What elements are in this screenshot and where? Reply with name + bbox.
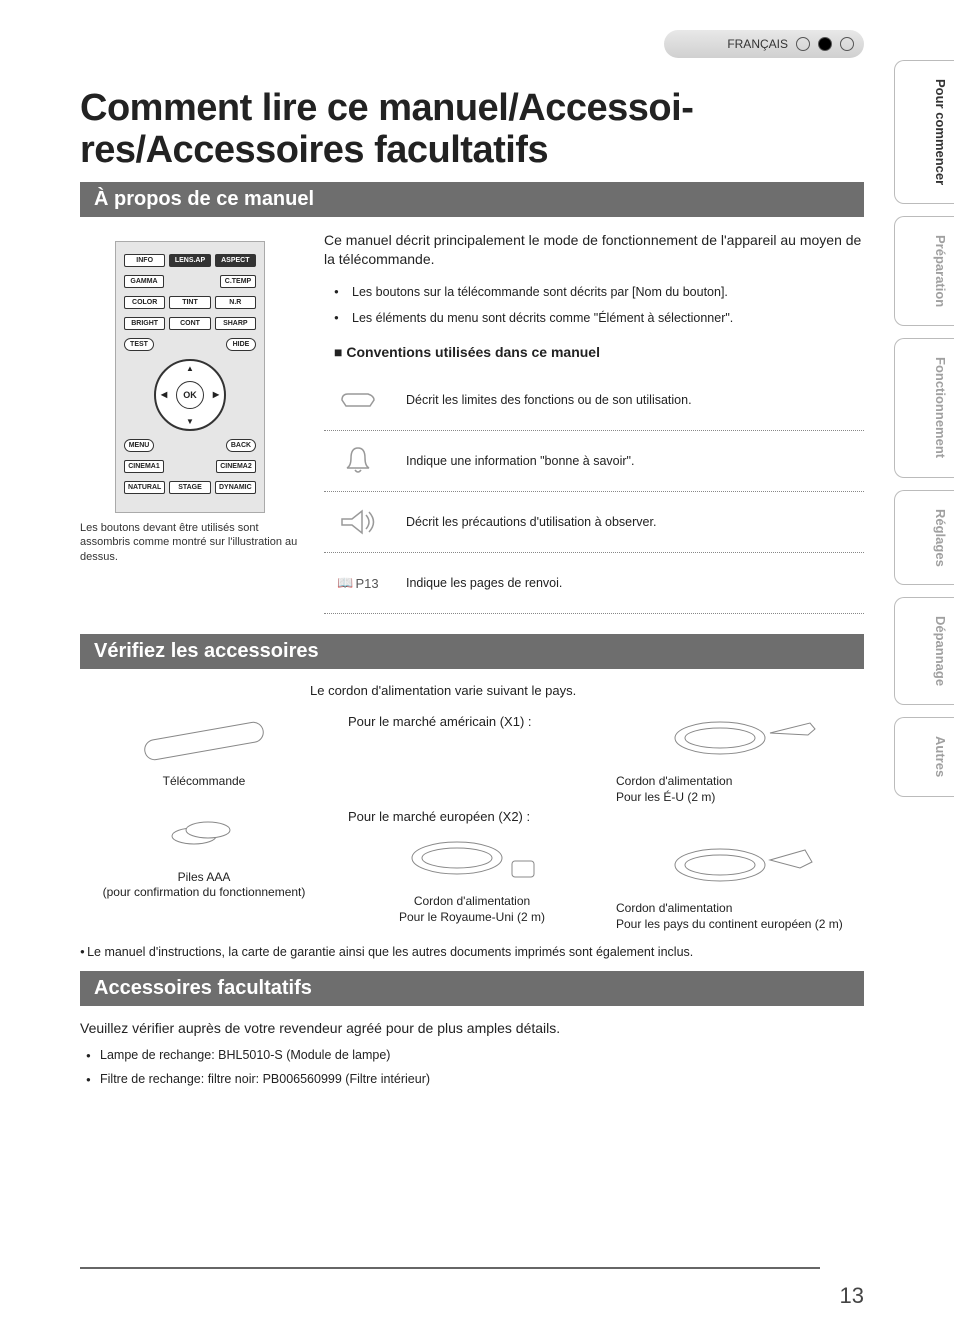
- remote-btn-dynamic: DYNAMIC: [215, 481, 256, 494]
- remote-btn-lensap: LENS.AP: [169, 254, 210, 267]
- remote-btn-cinema1: CINEMA1: [124, 460, 164, 473]
- tab-reglages[interactable]: Réglages: [894, 490, 954, 586]
- conventions-heading: Conventions utilisées dans ce manuel: [334, 344, 864, 360]
- page-number: 13: [840, 1283, 864, 1309]
- hand-icon: [328, 382, 388, 418]
- bell-icon: [328, 443, 388, 479]
- remote-btn-color: COLOR: [124, 296, 165, 309]
- remote-btn-sharp: SHARP: [215, 317, 256, 330]
- accessories-col-3: Cordon d'alimentation Pour les É-U (2 m)…: [616, 708, 864, 932]
- tab-depannage[interactable]: Dépannage: [894, 597, 954, 705]
- about-heading: À propos de ce manuel: [80, 182, 864, 217]
- remote-image: [80, 708, 328, 768]
- dpad-up-icon: ▲: [186, 364, 194, 373]
- convention-row: Indique une information "bonne à savoir"…: [324, 431, 864, 492]
- accessories-heading: Vérifiez les accessoires: [80, 634, 864, 669]
- optional-item-2: Filtre de rechange: filtre noir: PB00656…: [86, 1072, 864, 1086]
- eu-cord-label: Cordon d'alimentation Pour les pays du c…: [616, 901, 864, 932]
- optional-item-1: Lampe de rechange: BHL5010-S (Module de …: [86, 1048, 864, 1062]
- main-content: FRANÇAIS Comment lire ce manuel/Accessoi…: [0, 0, 894, 1339]
- remote-btn-aspect: ASPECT: [215, 254, 256, 267]
- tab-autres[interactable]: Autres: [894, 717, 954, 796]
- remote-btn-gamma: GAMMA: [124, 275, 164, 288]
- accessories-col-1: Télécommande Piles AAA (pour confirmatio…: [80, 708, 328, 932]
- convention-text-4: Indique les pages de renvoi.: [406, 576, 562, 590]
- remote-label: Télécommande: [80, 774, 328, 790]
- batteries-image: [80, 804, 328, 864]
- dpad-right-icon: ▶: [213, 390, 219, 399]
- pageref-icon: 📖P13: [328, 565, 388, 601]
- about-row: INFO LENS.AP ASPECT GAMMA C.TEMP COLOR T…: [80, 231, 864, 615]
- convention-text-2: Indique une information "bonne à savoir"…: [406, 454, 634, 468]
- us-market-label: Pour le marché américain (X1) :: [348, 714, 596, 729]
- remote-column: INFO LENS.AP ASPECT GAMMA C.TEMP COLOR T…: [80, 231, 300, 615]
- batteries-label: Piles AAA (pour confirmation du fonction…: [80, 870, 328, 901]
- page-title: Comment lire ce manuel/Accessoi­res/Acce…: [80, 88, 864, 172]
- tab-fonctionnement[interactable]: Fonctionnement: [894, 338, 954, 477]
- eu-cord-image: [616, 835, 864, 895]
- convention-text-1: Décrit les limites des fonctions ou de s…: [406, 393, 692, 407]
- remote-btn-hide: HIDE: [226, 338, 256, 351]
- uk-cord-image: [348, 828, 596, 888]
- tab-pour-commencer[interactable]: Pour commencer: [894, 60, 954, 204]
- accessories-section: Le cordon d'alimentation varie suivant l…: [80, 683, 864, 958]
- dpad-down-icon: ▼: [186, 417, 194, 426]
- lang-dot-3: [840, 37, 854, 51]
- remote-btn-ok: OK: [183, 390, 197, 400]
- convention-row: 📖P13 Indique les pages de renvoi.: [324, 553, 864, 614]
- remote-caption: Les boutons devant être utilisés sont as…: [80, 521, 300, 566]
- remote-btn-cinema2: CINEMA2: [216, 460, 256, 473]
- language-label: FRANÇAIS: [727, 37, 788, 51]
- accessories-intro: Le cordon d'alimentation varie suivant l…: [310, 683, 864, 698]
- remote-btn-test: TEST: [124, 338, 154, 351]
- us-cord-image: [616, 708, 864, 768]
- pageref-label: P13: [356, 576, 379, 591]
- optional-list: Lampe de rechange: BHL5010-S (Module de …: [80, 1048, 864, 1086]
- accessories-grid: Télécommande Piles AAA (pour confirmatio…: [80, 708, 864, 932]
- megaphone-icon: [328, 504, 388, 540]
- remote-illustration: INFO LENS.AP ASPECT GAMMA C.TEMP COLOR T…: [115, 241, 265, 513]
- convention-row: Décrit les limites des fonctions ou de s…: [324, 370, 864, 431]
- dpad-left-icon: ◀: [161, 390, 167, 399]
- accessories-footnote: Le manuel d'instructions, la carte de ga…: [80, 945, 864, 959]
- page-footer-rule: [80, 1267, 820, 1269]
- convention-row: Décrit les précautions d'utilisation à o…: [324, 492, 864, 553]
- convention-text-3: Décrit les précautions d'utilisation à o…: [406, 515, 656, 529]
- remote-btn-info: INFO: [124, 254, 165, 267]
- remote-btn-cont: CONT: [169, 317, 210, 330]
- about-bullets: Les boutons sur la télécommande sont déc…: [324, 284, 864, 327]
- remote-btn-nr: N.R: [215, 296, 256, 309]
- about-intro: Ce manuel décrit principalement le mode …: [324, 231, 864, 270]
- remote-btn-bright: BRIGHT: [124, 317, 165, 330]
- optional-heading: Accessoires facultatifs: [80, 971, 864, 1006]
- lang-dot-2: [818, 37, 832, 51]
- remote-btn-tint: TINT: [169, 296, 210, 309]
- us-cord-label: Cordon d'alimentation Pour les É-U (2 m): [616, 774, 864, 805]
- uk-cord-label: Cordon d'alimentation Pour le Royaume-Un…: [348, 894, 596, 925]
- optional-intro: Veuillez vérifier auprès de votre revend…: [80, 1020, 864, 1036]
- page: FRANÇAIS Comment lire ce manuel/Accessoi…: [0, 0, 954, 1339]
- remote-btn-natural: NATURAL: [124, 481, 165, 494]
- side-tabs: Pour commencer Préparation Fonctionnemen…: [894, 0, 954, 1339]
- remote-btn-stage: STAGE: [169, 481, 210, 494]
- remote-btn-back: BACK: [226, 439, 256, 452]
- eu-market-label: Pour le marché européen (X2) :: [348, 809, 596, 824]
- remote-dpad: OK ▲ ▼ ◀ ▶: [154, 359, 226, 431]
- language-bar: FRANÇAIS: [664, 30, 864, 58]
- about-bullet-2: Les éléments du menu sont décrits comme …: [352, 310, 864, 326]
- lang-dot-1: [796, 37, 810, 51]
- tab-preparation[interactable]: Préparation: [894, 216, 954, 326]
- remote-btn-menu: MENU: [124, 439, 154, 452]
- about-bullet-1: Les boutons sur la télécommande sont déc…: [352, 284, 864, 300]
- accessories-col-2: Pour le marché américain (X1) : Pour le …: [348, 708, 596, 932]
- remote-btn-ctemp: C.TEMP: [220, 275, 256, 288]
- about-text: Ce manuel décrit principalement le mode …: [324, 231, 864, 615]
